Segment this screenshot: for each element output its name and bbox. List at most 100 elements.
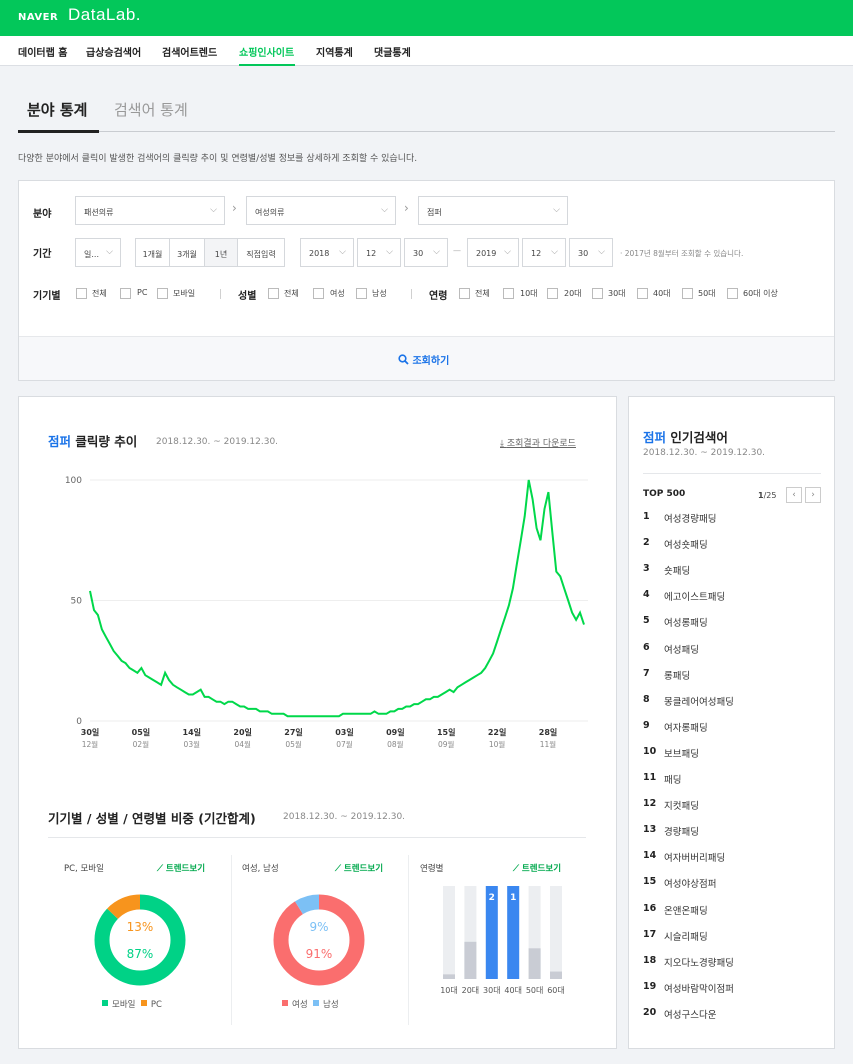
list-item[interactable]: 1 여성경량패딩 [643,511,823,537]
rank-keyword[interactable]: 지컷패딩 [664,801,699,813]
device-all-label[interactable]: 전체 [92,289,107,298]
period-unit-select[interactable]: 일... ⌵ [75,238,121,267]
list-item[interactable]: 7 롱패딩 [643,668,823,694]
rank-keyword[interactable]: 시슬리패딩 [664,931,708,943]
list-item[interactable]: 20 여성구스다운 [643,1007,823,1033]
age-10s-checkbox[interactable] [503,288,514,299]
category3-select[interactable]: 점퍼 ⌵ [418,196,568,225]
end-day-select[interactable]: 30 ⌵ [569,238,613,267]
device-pc-label[interactable]: PC [137,288,148,297]
rank-keyword[interactable]: 경량패딩 [664,827,699,839]
download-link[interactable]: ⤓ 조회결과 다운로드 [500,436,576,449]
list-item[interactable]: 14 여자버버리패딩 [643,850,823,876]
rank-keyword[interactable]: 여성패딩 [664,644,699,656]
start-day-select[interactable]: 30 ⌵ [404,238,448,267]
age-60s-checkbox[interactable] [727,288,738,299]
gender-all-label[interactable]: 전체 [284,289,299,298]
rank-keyword[interactable]: 롱패딩 [664,670,691,682]
nav-item-datalab-home[interactable]: 데이터랩 홈 [18,48,68,59]
tab-keyword-stats[interactable]: 검색어 통계 [114,101,188,119]
gender-trend-link[interactable]: ⟋ 트렌드보기 [335,862,383,874]
list-item[interactable]: 10 보브패딩 [643,746,823,772]
end-year-select[interactable]: 2019 ⌵ [467,238,519,267]
rank-keyword[interactable]: 몽클레어여성패딩 [664,696,734,708]
age-40s-label[interactable]: 40대 [653,289,671,298]
rank-keyword[interactable]: 에고이스트패딩 [664,592,726,604]
rank-keyword[interactable]: 보브패딩 [664,748,699,760]
end-month-select[interactable]: 12 ⌵ [522,238,566,267]
device-mobile-checkbox[interactable] [157,288,168,299]
tab-field-stats[interactable]: 분야 통계 [27,101,88,119]
age-all-checkbox[interactable] [459,288,470,299]
nav-item-comment-stats[interactable]: 댓글통계 [374,48,411,59]
search-button[interactable]: 조회하기 [398,352,449,367]
nav-item-region-stats[interactable]: 지역통계 [316,48,353,59]
device-trend-link[interactable]: ⟋ 트렌드보기 [157,862,205,874]
prev-page-button[interactable]: ‹ [786,487,802,503]
rank-keyword[interactable]: 여성바람막이점퍼 [664,983,734,995]
rank-keyword[interactable]: 숏패딩 [664,566,691,578]
datalab-logo[interactable]: DataLab. [68,5,141,24]
period-3month-button[interactable]: 3개월 [169,238,205,267]
list-item[interactable]: 3 숏패딩 [643,563,823,589]
age-trend-link[interactable]: ⟋ 트렌드보기 [513,862,561,874]
list-item[interactable]: 13 경량패딩 [643,824,823,850]
age-60s-label[interactable]: 60대 이상 [743,289,778,298]
rank-keyword[interactable]: 여성야상점퍼 [664,879,717,891]
age-50s-label[interactable]: 50대 [698,289,716,298]
category2-select[interactable]: 여성의류 ⌵ [246,196,396,225]
rank-keyword[interactable]: 여성숏패딩 [664,540,708,552]
device-all-checkbox[interactable] [76,288,87,299]
age-10s-label[interactable]: 10대 [520,289,538,298]
period-1year-button[interactable]: 1년 [204,238,238,267]
start-month-select[interactable]: 12 ⌵ [357,238,401,267]
rank-keyword[interactable]: 지오다노경량패딩 [664,957,734,969]
list-item[interactable]: 16 온앤온패딩 [643,903,823,929]
nav-item-keyword-trend[interactable]: 검색어트렌드 [162,48,218,59]
device-pc-checkbox[interactable] [120,288,131,299]
gender-female-label[interactable]: 여성 [330,289,345,298]
category1-select[interactable]: 패션의류 ⌵ [75,196,225,225]
age-20s-checkbox[interactable] [547,288,558,299]
age-30s-label[interactable]: 30대 [608,289,626,298]
device-label: 기기별 [33,291,61,302]
rank-keyword[interactable]: 여자롱패딩 [664,722,708,734]
rank-keyword[interactable]: 여성경량패딩 [664,514,717,525]
age-40s-checkbox[interactable] [637,288,648,299]
gender-female-checkbox[interactable] [313,288,324,299]
list-item[interactable]: 18 지오다노경량패딩 [643,955,823,981]
list-item[interactable]: 19 여성바람막이점퍼 [643,981,823,1007]
gender-male-label[interactable]: 남성 [372,289,387,298]
list-item[interactable]: 5 여성롱패딩 [643,615,823,641]
naver-logo[interactable]: NAVER [18,12,59,23]
period-1month-button[interactable]: 1개월 [135,238,170,267]
rank-keyword[interactable]: 여성구스다운 [664,1009,717,1021]
age-50s-checkbox[interactable] [682,288,693,299]
next-page-button[interactable]: › [805,487,821,503]
list-item[interactable]: 17 시슬리패딩 [643,929,823,955]
list-item[interactable]: 2 여성숏패딩 [643,537,823,563]
list-item[interactable]: 6 여성패딩 [643,642,823,668]
device-mobile-label[interactable]: 모바일 [173,289,196,298]
rank-keyword[interactable]: 여성롱패딩 [664,618,708,630]
gender-all-checkbox[interactable] [268,288,279,299]
rank-keyword[interactable]: 온앤온패딩 [664,905,708,917]
start-year-select[interactable]: 2018 ⌵ [300,238,354,267]
gender-male-checkbox[interactable] [356,288,367,299]
rank-keyword[interactable]: 여자버버리패딩 [664,853,726,865]
legend-label-pc: PC [150,1000,162,1010]
list-item[interactable]: 4 에고이스트패딩 [643,589,823,615]
list-item[interactable]: 11 패딩 [643,772,823,798]
date-range-dash: — [453,246,461,255]
list-item[interactable]: 15 여성야상점퍼 [643,876,823,902]
list-item[interactable]: 8 몽클레어여성패딩 [643,694,823,720]
age-all-label[interactable]: 전체 [475,289,490,298]
nav-item-shopping-insight[interactable]: 쇼핑인사이트 [239,48,295,59]
age-20s-label[interactable]: 20대 [564,289,582,298]
period-custom-button[interactable]: 직접입력 [237,238,285,267]
list-item[interactable]: 12 지컷패딩 [643,798,823,824]
age-30s-checkbox[interactable] [592,288,603,299]
nav-item-rising-keywords[interactable]: 급상승검색어 [86,48,142,59]
rank-keyword[interactable]: 패딩 [664,775,682,786]
list-item[interactable]: 9 여자롱패딩 [643,720,823,746]
